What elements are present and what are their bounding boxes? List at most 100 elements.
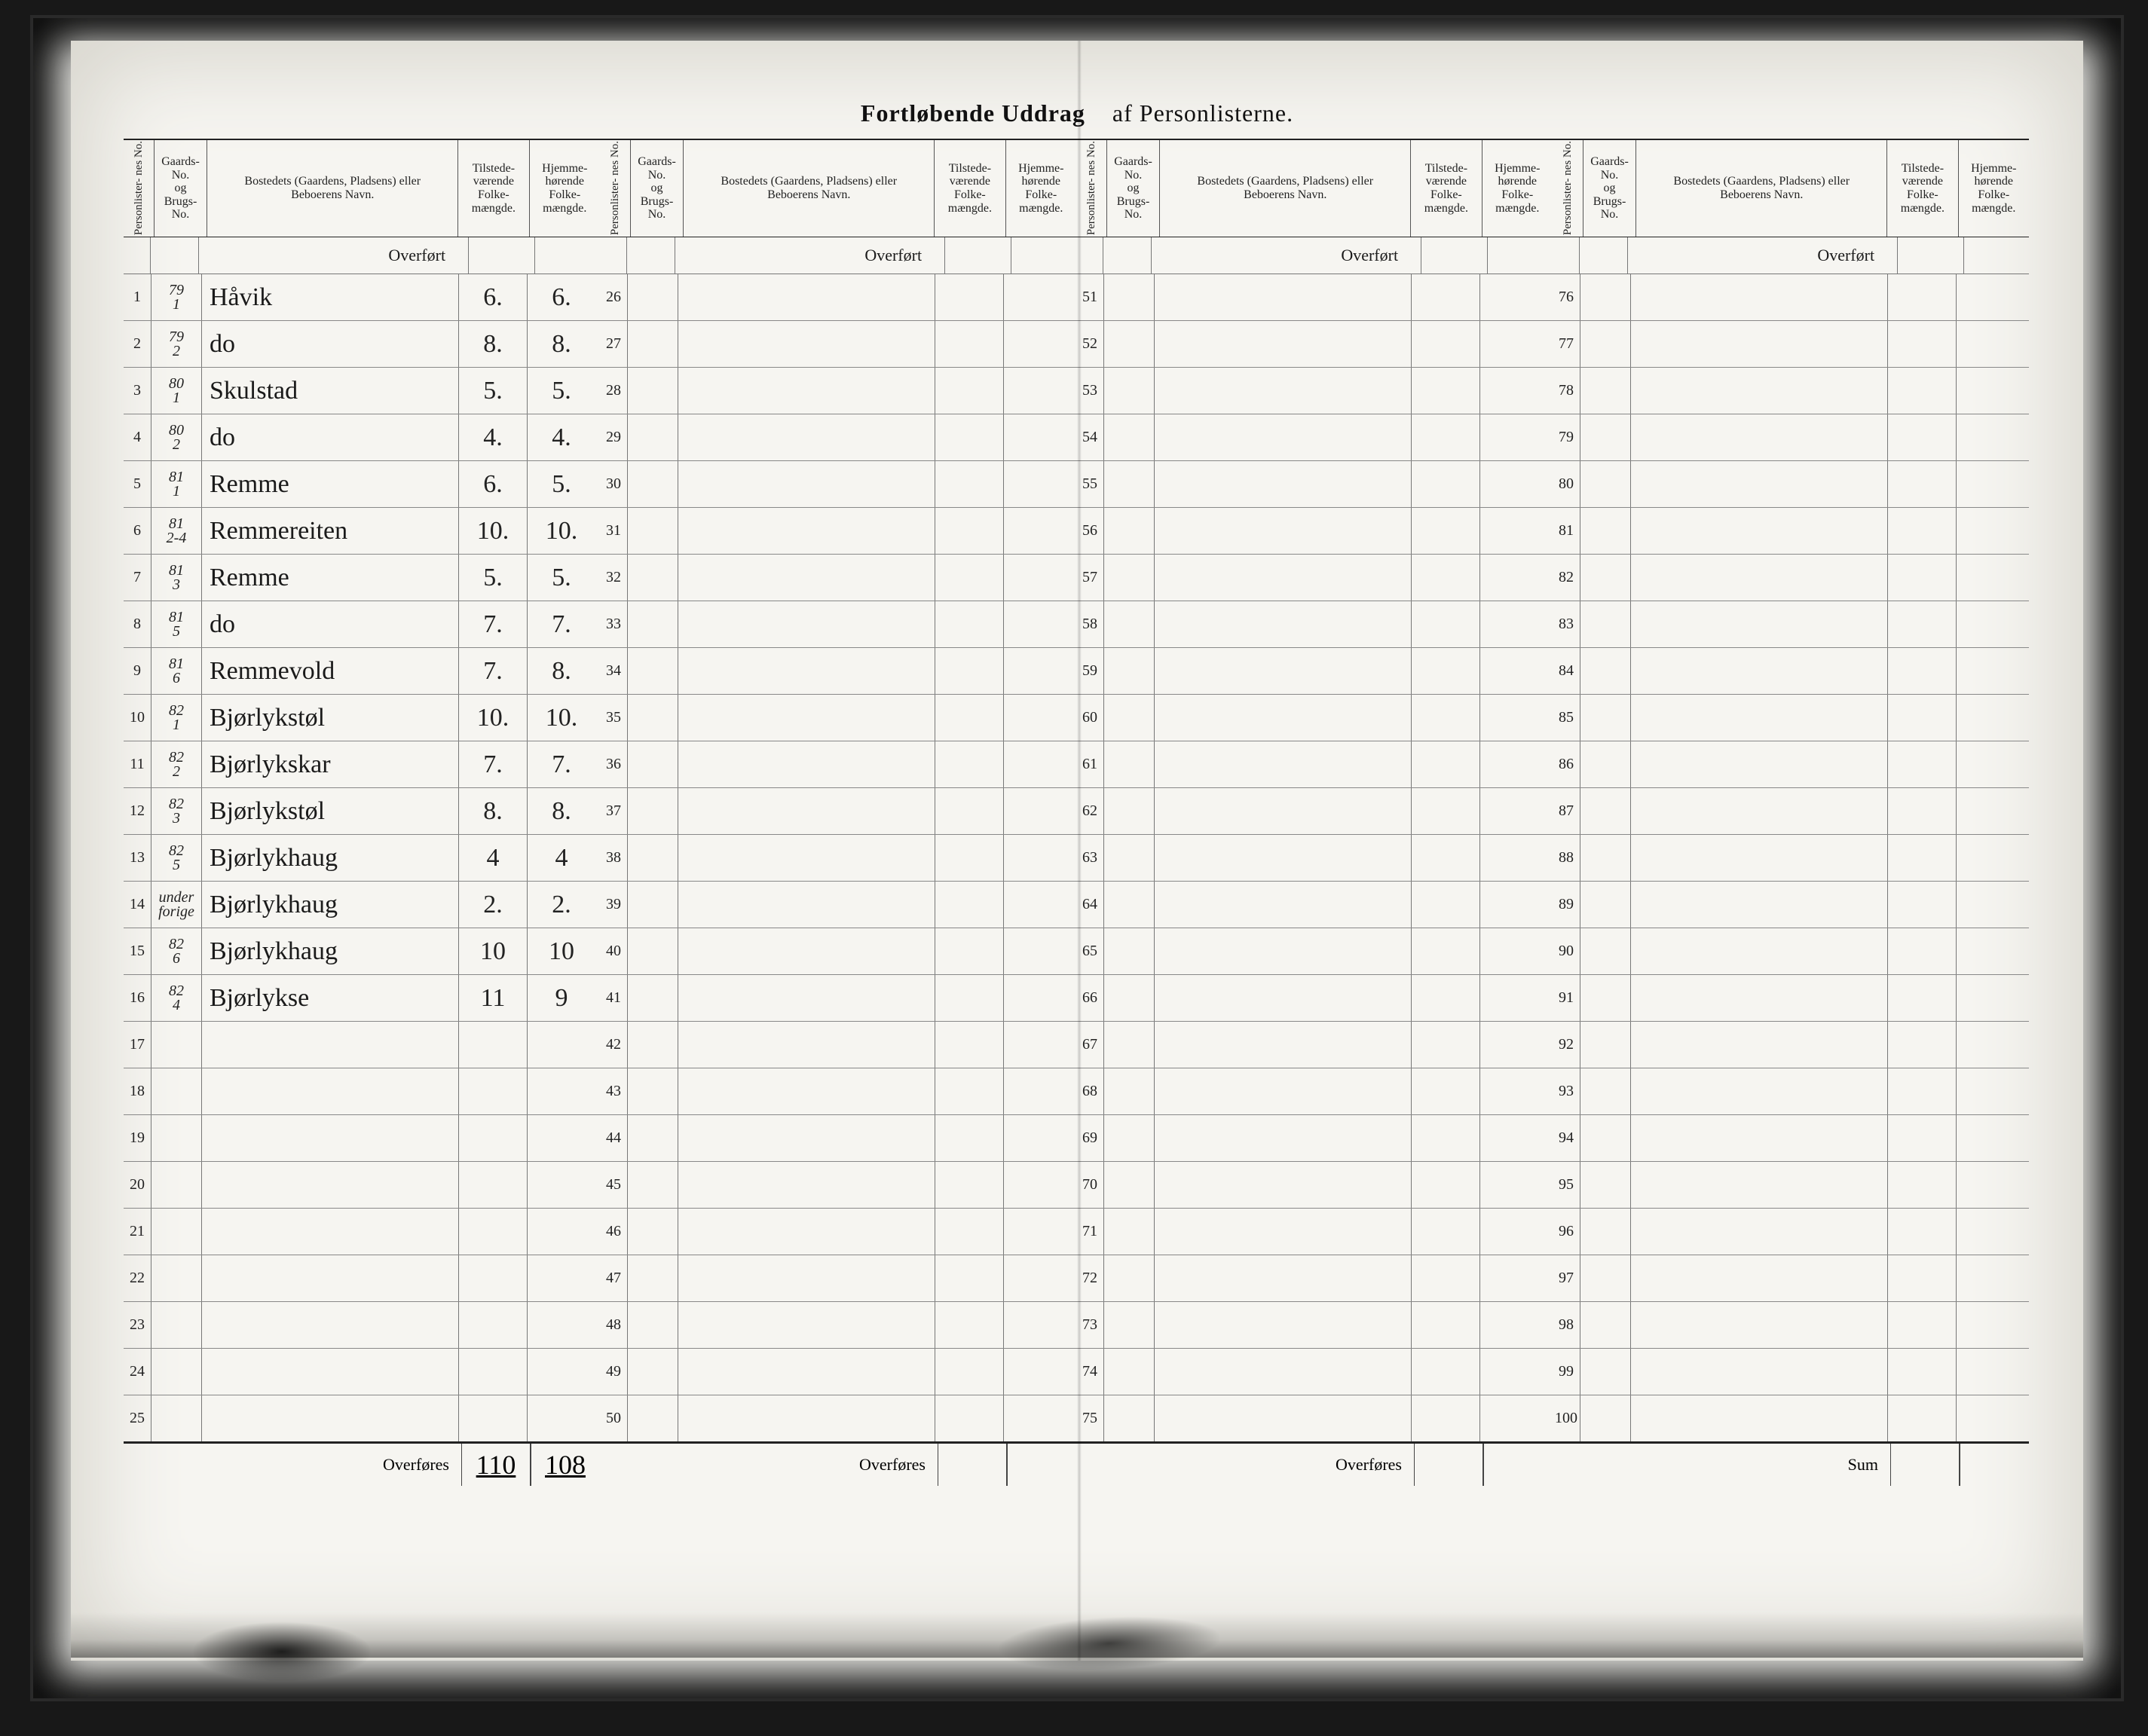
cell	[628, 1209, 678, 1255]
bosted-name: Skulstad	[202, 368, 459, 414]
cell	[1957, 321, 2024, 367]
cell	[1004, 788, 1072, 834]
bosted-name	[202, 1068, 459, 1114]
table-row: 52	[1076, 321, 1553, 368]
footer-row: Sum	[1553, 1443, 2029, 1486]
cell	[678, 788, 935, 834]
row-number: 98	[1553, 1302, 1580, 1348]
hdr-bosted: Bostedets (Gaardens, Pladsens) ellerBebo…	[1636, 140, 1887, 237]
cell	[1155, 1022, 1412, 1068]
row-number: 27	[600, 321, 628, 367]
row-number: 43	[600, 1068, 628, 1114]
column-header: Personlister- nes No. Gaards-No.ogBrugs-…	[1553, 139, 2029, 237]
cell	[935, 1255, 1004, 1301]
table-row: 57	[1076, 555, 1553, 601]
bosted-name: Bjørlykse	[202, 975, 459, 1021]
table-row: 63	[1076, 835, 1553, 882]
cell	[628, 601, 678, 647]
table-row: 33	[600, 601, 1076, 648]
table-row: 5 811 Remme 6. 5.	[124, 461, 600, 508]
table-row: 55	[1076, 461, 1553, 508]
cell	[1480, 1115, 1548, 1161]
gaards-no: 825	[151, 835, 202, 881]
tilstede-val: 6.	[459, 274, 528, 320]
table-row: 27	[600, 321, 1076, 368]
row-number: 30	[600, 461, 628, 507]
hjemme-val	[528, 1115, 595, 1161]
table-row: 53	[1076, 368, 1553, 414]
cell	[1004, 928, 1072, 974]
row-number: 39	[600, 882, 628, 928]
hjemme-val	[528, 1302, 595, 1348]
row-number: 8	[124, 601, 151, 647]
tilstede-val	[459, 1395, 528, 1441]
tilstede-val: 6.	[459, 461, 528, 507]
bosted-name: Bjørlykstøl	[202, 695, 459, 741]
hjemme-val	[528, 1162, 595, 1208]
cell	[1631, 1115, 1888, 1161]
cell	[1104, 975, 1155, 1021]
row-number: 33	[600, 601, 628, 647]
cell	[1155, 648, 1412, 694]
tilstede-val	[459, 1255, 528, 1301]
cell	[935, 835, 1004, 881]
gaards-no: underforige	[151, 882, 202, 928]
cell	[1888, 1255, 1957, 1301]
bosted-name: do	[202, 414, 459, 460]
cell	[678, 1068, 935, 1114]
cell	[1480, 788, 1548, 834]
row-number: 2	[124, 321, 151, 367]
table-row: 46	[600, 1209, 1076, 1255]
hjemme-val: 8.	[528, 788, 595, 834]
row-number: 85	[1553, 695, 1580, 741]
table-row: 36	[600, 741, 1076, 788]
hjemme-val: 9	[528, 975, 595, 1021]
cell	[678, 414, 935, 460]
cell	[1888, 1115, 1957, 1161]
cell	[1631, 274, 1888, 320]
cell	[1631, 1209, 1888, 1255]
row-number: 96	[1553, 1209, 1580, 1255]
gaards-no	[151, 1349, 202, 1395]
cell	[1631, 1395, 1888, 1441]
cell	[1957, 835, 2024, 881]
cell	[1104, 648, 1155, 694]
footer-label: Overføres	[600, 1455, 938, 1475]
cell	[1480, 414, 1548, 460]
cell	[1412, 1349, 1480, 1395]
cell	[1480, 741, 1548, 787]
footer-sum-a	[1890, 1444, 1960, 1486]
cell	[1957, 1302, 2024, 1348]
row-number: 79	[1553, 414, 1580, 460]
row-number: 42	[600, 1022, 628, 1068]
cell	[1104, 695, 1155, 741]
row-number: 31	[600, 508, 628, 554]
cell	[935, 788, 1004, 834]
cell	[1480, 1349, 1548, 1395]
row-number: 97	[1553, 1255, 1580, 1301]
tilstede-val: 11	[459, 975, 528, 1021]
row-number: 35	[600, 695, 628, 741]
cell	[1888, 741, 1957, 787]
table-row: 9 816 Remmevold 7. 8.	[124, 648, 600, 695]
table-row: 83	[1553, 601, 2029, 648]
table-row: 90	[1553, 928, 2029, 975]
cell	[1155, 601, 1412, 647]
body-rows: Overført 51 52 53 54 55	[1076, 237, 1553, 1443]
table-row: 40	[600, 928, 1076, 975]
cell	[1631, 835, 1888, 881]
cell	[1480, 835, 1548, 881]
cell	[1412, 1162, 1480, 1208]
table-row: 25	[124, 1395, 600, 1443]
table-row: 73	[1076, 1302, 1553, 1349]
cell	[1155, 741, 1412, 787]
cell	[1580, 555, 1631, 601]
cell	[1631, 555, 1888, 601]
cell	[1104, 601, 1155, 647]
table-row: 2 792 do 8. 8.	[124, 321, 600, 368]
row-number: 90	[1553, 928, 1580, 974]
cell	[1480, 882, 1548, 928]
cell	[1004, 274, 1072, 320]
cell	[1957, 975, 2024, 1021]
cell	[1155, 555, 1412, 601]
